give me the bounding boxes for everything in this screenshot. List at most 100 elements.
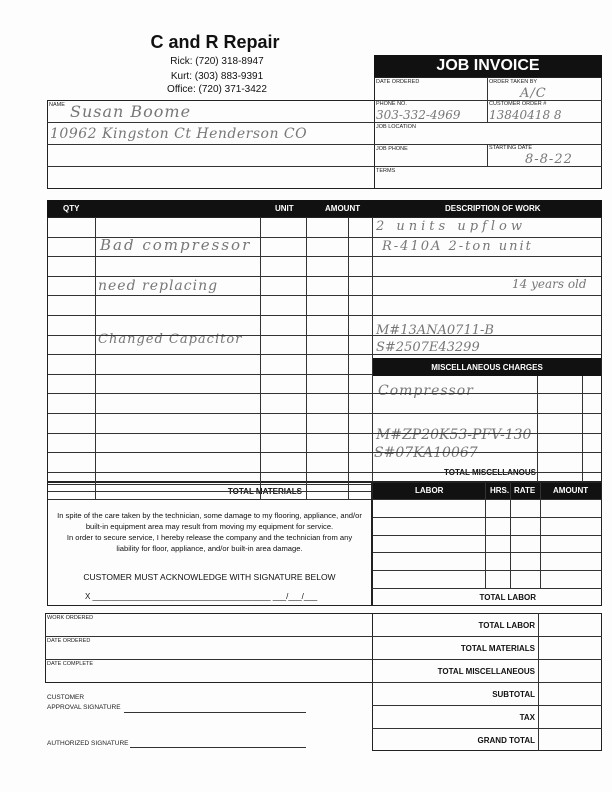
grid-line [372, 659, 602, 660]
grid-line [47, 295, 372, 296]
grid-line [374, 100, 602, 101]
grid-line [372, 705, 602, 706]
grid-line [372, 452, 602, 453]
disclaimer-line: In spite of the care taken by the techni… [57, 511, 362, 520]
date-ordered-label-bottom: DATE ORDERED [47, 638, 91, 644]
grid-line [372, 237, 602, 238]
grid-line [45, 659, 373, 660]
grid-line [306, 217, 307, 499]
grid-line [510, 482, 511, 588]
order-taken-by-value[interactable]: A/C [520, 86, 547, 101]
material-line[interactable]: need replacing [98, 278, 219, 294]
starting-date-value[interactable]: 8-8-22 [525, 152, 573, 167]
grid-line [47, 276, 372, 277]
work-description-line[interactable]: 2 units upflow [376, 219, 526, 234]
total-labor-label: TOTAL LABOR [479, 593, 536, 602]
authorized-signature-label: AUTHORIZED SIGNATURE [47, 740, 129, 747]
phone-no-value[interactable]: 303-332-4969 [376, 108, 461, 122]
work-description-line[interactable]: S#2507E43299 [376, 340, 480, 355]
grid-line [374, 122, 602, 123]
terms-label: TERMS [376, 168, 396, 174]
grid-line [372, 354, 602, 355]
grid-line [47, 491, 372, 492]
job-location-label: JOB LOCATION [376, 124, 416, 130]
phone-rick: Rick: (720) 318-8947 [170, 56, 264, 67]
grid-line [47, 144, 375, 145]
invoice-title: JOB INVOICE [374, 55, 602, 77]
description-header: DESCRIPTION OF WORK [445, 204, 541, 213]
total-row-label: TOTAL MISCELLANEOUS [437, 667, 535, 676]
phone-kurt: Kurt: (303) 883-9391 [170, 71, 264, 82]
company-name: C and R Repair [150, 32, 280, 52]
work-description-line[interactable]: M#13ANA0711-B [376, 323, 494, 338]
customer-order-label: CUSTOMER ORDER # [489, 101, 547, 107]
signature-line[interactable]: X ______________________________________… [85, 592, 318, 601]
disclaimer-line: liability for floor, appliance, and/or b… [116, 544, 303, 553]
grid-line [372, 517, 602, 518]
grid-line [582, 376, 583, 482]
grid-line [372, 552, 602, 553]
work-description-line[interactable]: 14 years old [512, 277, 587, 291]
total-row-value[interactable] [540, 614, 600, 635]
date-ordered-label: DATE ORDERED [376, 79, 420, 85]
misc-item[interactable]: Compressor [378, 383, 474, 399]
phone-no-label: PHONE NO. [376, 101, 407, 107]
customer-label: CUSTOMER [47, 694, 85, 701]
work-dates-box [45, 613, 373, 683]
total-row-value[interactable] [540, 637, 600, 658]
approval-signature-label: APPROVAL SIGNATURE [47, 704, 121, 711]
disclaimer-line: In order to secure service, I hereby rel… [66, 533, 353, 542]
grid-line [487, 144, 488, 166]
grid-line [260, 217, 261, 499]
customer-order-value[interactable]: 13840418 8 [489, 108, 562, 122]
starting-date-label: STARTING DATE [489, 145, 533, 151]
header-right-grid [374, 77, 602, 189]
grid-line [95, 217, 96, 499]
grid-line [372, 570, 602, 571]
grid-line [47, 472, 372, 473]
work-description-line[interactable]: R-410A 2-ton unit [382, 239, 533, 254]
grid-line [374, 166, 602, 167]
grid-line [372, 636, 602, 637]
total-row-label: TOTAL LABOR [478, 621, 535, 630]
misc-item[interactable]: M#ZP20K53-PFV-130 [376, 427, 532, 443]
grid-line [372, 413, 602, 414]
name-value[interactable]: Susan Boome [70, 102, 192, 121]
grid-line [372, 335, 602, 336]
grid-line [47, 413, 372, 414]
total-row-value[interactable] [540, 706, 600, 727]
material-line[interactable]: Changed Capacitor [98, 332, 243, 347]
total-row-value[interactable] [540, 729, 600, 750]
total-row-label: TOTAL MATERIALS [460, 644, 535, 653]
grid-line [372, 433, 602, 434]
total-row-label: TAX [519, 713, 535, 722]
work-ordered-label: WORK ORDERED [47, 615, 94, 621]
job-phone-label: JOB PHONE [376, 146, 408, 152]
grid-line [372, 682, 602, 683]
grid-line [45, 636, 373, 637]
materials-table-border [47, 217, 602, 482]
grid-line [537, 376, 538, 482]
grid-line [47, 393, 372, 394]
grid-line [47, 166, 375, 167]
misc-header: MISCELLANEOUS CHARGES [372, 358, 602, 376]
grid-line [372, 472, 602, 473]
grid-line [374, 144, 602, 145]
grid-line [47, 484, 372, 485]
material-line[interactable]: Bad compressor [100, 236, 252, 254]
authorized-signature-field[interactable] [130, 747, 306, 748]
labor-col-header: LABOR [415, 486, 444, 495]
misc-item[interactable]: S#07KA10067 [374, 445, 478, 461]
grid-line [372, 295, 602, 296]
grid-line [372, 588, 602, 589]
amount-header: AMOUNT [325, 204, 361, 213]
labor-table-border [372, 482, 602, 606]
grid-line [372, 499, 602, 500]
total-row-value[interactable] [540, 660, 600, 681]
total-row-value[interactable] [540, 683, 600, 704]
approval-signature-field[interactable] [124, 712, 306, 713]
grid-line [47, 122, 375, 123]
grid-line [487, 77, 488, 122]
address-value[interactable]: 10962 Kingston Ct Henderson CO [50, 126, 308, 142]
grid-line [47, 237, 372, 238]
